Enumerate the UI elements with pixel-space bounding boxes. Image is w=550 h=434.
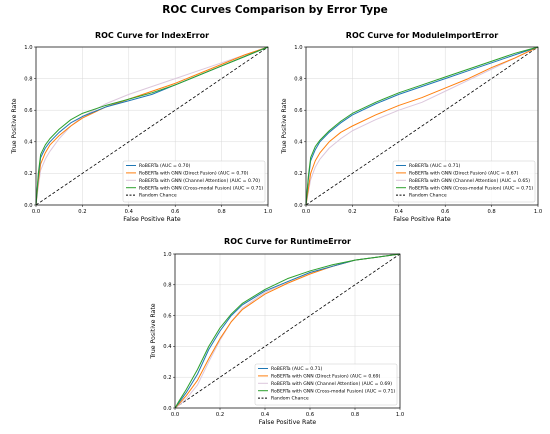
legend-label: RoBERTa with GNN (Direct Fusion) (AUC = … [409,171,519,177]
y-tick-label: 0.0 [294,203,302,209]
figure-title: ROC Curves Comparison by Error Type [162,4,387,16]
y-tick-label: 0.2 [24,171,32,177]
series-line-chance [174,253,401,409]
panel-title: ROC Curve for RuntimeError [224,237,351,246]
y-tick-label: 0.2 [163,375,171,381]
legend-label: RoBERTa with GNN (Cross-modal Fusion) (A… [139,185,263,191]
x-axis-label: False Positive Rate [123,216,181,223]
y-tick-label: 0.6 [294,108,302,114]
legend-label: RoBERTa (AUC = 0.70) [139,163,191,169]
roc-panels: ROC Curve for IndexError 0.0 0.2 0.4 0.6 0.8 1… [11,31,542,426]
x-axis-label: False Positive Rate [393,216,451,223]
x-tick-label: 0.6 [171,209,179,215]
y-tick-label: 0.8 [163,283,171,289]
legend-label: Random Chance [409,193,447,199]
y-tick-label: 0.0 [163,406,171,412]
series-line-direct [305,46,539,206]
x-tick-label: 0.8 [217,209,225,215]
x-tick-label: 0.6 [306,412,314,418]
x-tick-label: 0.0 [302,209,310,215]
legend-label: RoBERTa with GNN (Direct Fusion) (AUC = … [271,374,381,380]
series-line-roberta [174,253,401,409]
legend-label: RoBERTa (AUC = 0.71) [409,163,461,169]
x-tick-label: 0.4 [395,209,404,215]
x-tick-label: 0.2 [216,412,224,418]
roc-panel-1: ROC Curve for IndexError 0.0 0.2 0.4 0.6 0.8 1… [11,31,272,223]
y-tick-label: 0.6 [24,108,32,114]
legend-label: RoBERTa with GNN (Channel Attention) (AU… [139,178,260,184]
y-tick-label: 1.0 [163,252,171,258]
plot-frame [305,46,539,206]
x-tick-label: 0.0 [171,412,179,418]
plot-frame [174,253,401,409]
y-axis-label: True Positive Rate [11,98,18,154]
legend-label: RoBERTa (AUC = 0.71) [271,366,323,372]
series-line-channel [305,46,539,206]
x-tick-label: 0.0 [32,209,40,215]
x-tick-label: 0.4 [125,209,134,215]
legend: RoBERTa (AUC = 0.70) RoBERTa with GNN (Di… [122,160,266,203]
series-line-direct [35,46,269,206]
x-tick-label: 0.2 [78,209,86,215]
x-tick-label: 0.8 [351,412,359,418]
legend-box [254,363,398,406]
legend-label: RoBERTa with GNN (Cross-modal Fusion) (A… [409,185,533,191]
legend: RoBERTa (AUC = 0.71) RoBERTa with GNN (Di… [392,160,536,203]
legend-label: RoBERTa with GNN (Channel Attention) (AU… [271,381,392,387]
legend-label: RoBERTa with GNN (Direct Fusion) (AUC = … [139,171,249,177]
legend: RoBERTa (AUC = 0.71) RoBERTa with GNN (Di… [254,363,398,406]
plot-frame [35,46,269,206]
y-tick-label: 0.2 [294,171,302,177]
y-tick-label: 0.4 [24,140,33,146]
legend-label: Random Chance [271,396,309,402]
legend-label: RoBERTa with GNN (Cross-modal Fusion) (A… [271,388,395,394]
roc-panel-2: ROC Curve for ModuleImportError 0.0 0.2 0.4… [281,31,542,223]
series-line-roberta [305,46,539,206]
series-line-chance [305,46,539,206]
x-tick-label: 0.2 [348,209,356,215]
legend-label: RoBERTa with GNN (Channel Attention) (AU… [409,178,530,184]
y-axis-label: True Positive Rate [281,98,288,154]
series-line-crossmodal [35,46,269,206]
legend-box [392,160,536,203]
roc-panel-3: ROC Curve for RuntimeError 0.0 0.2 0.4 0.6 0.… [150,237,404,426]
y-tick-label: 0.4 [294,140,303,146]
x-tick-label: 1.0 [534,209,542,215]
y-tick-label: 0.8 [294,76,302,82]
legend-label: Random Chance [139,193,177,199]
x-tick-label: 1.0 [396,412,404,418]
x-axis-label: False Positive Rate [259,419,317,426]
x-tick-label: 1.0 [264,209,272,215]
y-tick-label: 1.0 [24,45,32,51]
x-tick-label: 0.8 [487,209,495,215]
series-line-channel [35,46,269,206]
x-tick-label: 0.6 [441,209,449,215]
y-tick-label: 0.4 [163,344,172,350]
y-tick-label: 0.8 [24,76,32,82]
x-tick-label: 0.4 [261,412,270,418]
y-axis-label: True Positive Rate [150,303,157,359]
series-line-crossmodal [174,253,401,409]
panel-title: ROC Curve for ModuleImportError [346,31,498,40]
y-tick-label: 0.0 [24,203,32,209]
panel-title: ROC Curve for IndexError [95,31,209,40]
series-line-chance [35,46,269,206]
series-line-crossmodal [305,46,539,206]
y-tick-label: 1.0 [294,45,302,51]
y-tick-label: 0.6 [163,313,171,319]
legend-box [122,160,266,203]
